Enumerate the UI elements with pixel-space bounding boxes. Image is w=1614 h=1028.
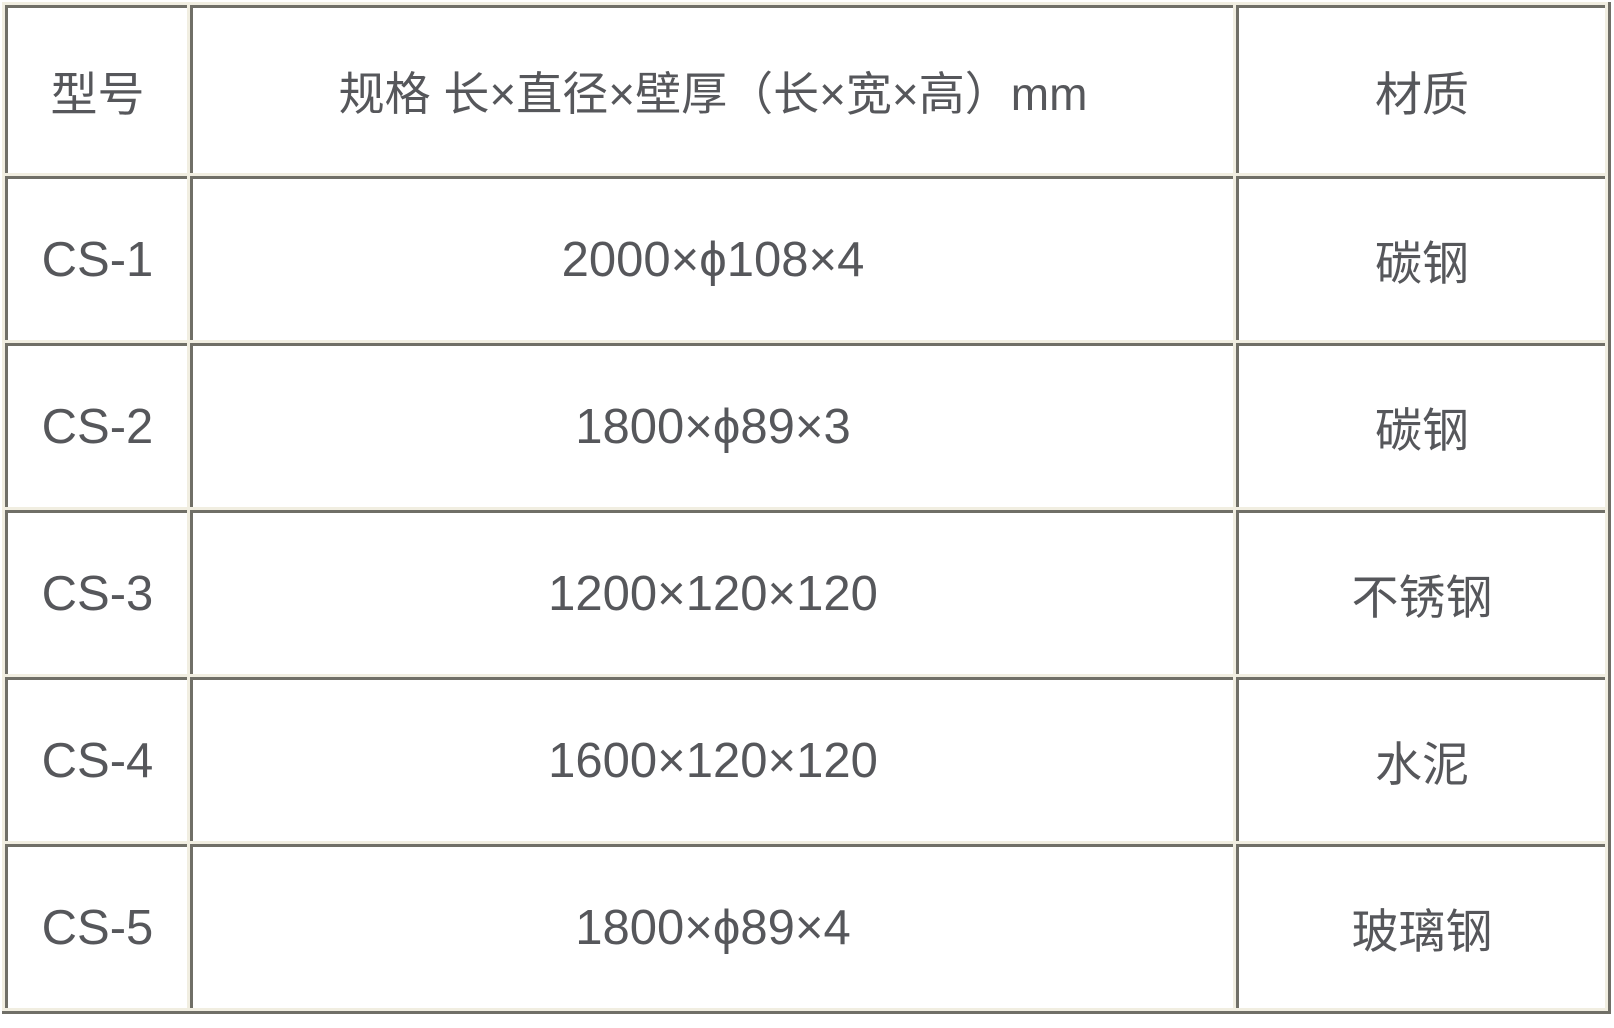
material-cell: 碳钢 <box>1236 176 1605 340</box>
spec-cell: 1600×120×120 <box>190 677 1233 841</box>
column-header-model: 型号 <box>5 5 187 173</box>
model-cell: CS-2 <box>5 343 187 507</box>
spec-cell: 1800×ϕ89×3 <box>190 343 1233 507</box>
table-row: CS-5 1800×ϕ89×4 玻璃钢 <box>5 844 1605 1008</box>
column-header-spec: 规格 长×直径×壁厚（长×宽×高）mm <box>190 5 1233 173</box>
material-cell: 不锈钢 <box>1236 510 1605 674</box>
table-row: CS-2 1800×ϕ89×3 碳钢 <box>5 343 1605 507</box>
model-cell: CS-4 <box>5 677 187 841</box>
spec-cell: 1800×ϕ89×4 <box>190 844 1233 1008</box>
material-cell: 碳钢 <box>1236 343 1605 507</box>
material-cell: 玻璃钢 <box>1236 844 1605 1008</box>
spec-cell: 2000×ϕ108×4 <box>190 176 1233 340</box>
table-row: CS-1 2000×ϕ108×4 碳钢 <box>5 176 1605 340</box>
material-cell: 水泥 <box>1236 677 1605 841</box>
header-row: 型号 规格 长×直径×壁厚（长×宽×高）mm 材质 <box>5 5 1605 173</box>
table-row: CS-3 1200×120×120 不锈钢 <box>5 510 1605 674</box>
model-cell: CS-3 <box>5 510 187 674</box>
model-cell: CS-5 <box>5 844 187 1008</box>
spec-cell: 1200×120×120 <box>190 510 1233 674</box>
model-cell: CS-1 <box>5 176 187 340</box>
column-header-material: 材质 <box>1236 5 1605 173</box>
table-row: CS-4 1600×120×120 水泥 <box>5 677 1605 841</box>
